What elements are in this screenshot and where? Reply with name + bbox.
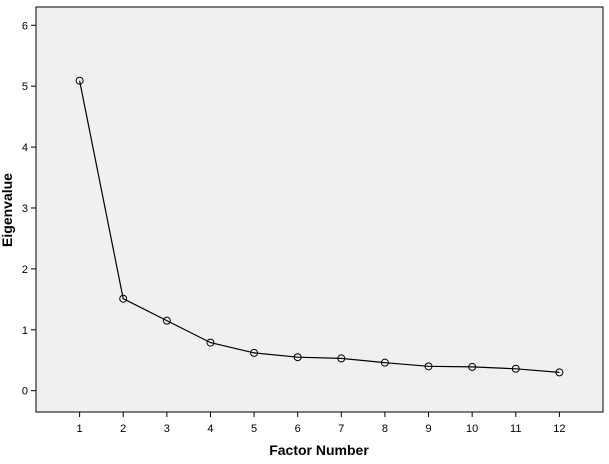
x-tick-label: 7 — [338, 423, 344, 435]
y-tick-label: 4 — [22, 142, 28, 154]
x-tick-label: 8 — [382, 423, 388, 435]
x-tick-label: 11 — [510, 423, 521, 435]
data-point-marker — [424, 362, 433, 371]
y-axis: 0 1 2 3 4 5 6 — [22, 20, 36, 398]
x-axis: 1 2 3 4 5 6 7 8 9 10 11 12 — [77, 412, 566, 435]
x-tick-label: 2 — [120, 423, 126, 435]
x-tick-label: 10 — [466, 423, 478, 435]
x-tick-label: 3 — [164, 423, 170, 435]
x-tick-label: 1 — [77, 423, 83, 435]
data-point-marker — [468, 362, 477, 371]
y-axis-title: Eigenvalue — [0, 173, 15, 247]
y-tick-label: 6 — [22, 20, 28, 32]
data-point-marker — [511, 364, 520, 373]
data-point-marker — [206, 338, 215, 347]
x-tick-label: 4 — [207, 423, 213, 435]
data-point-marker — [555, 368, 564, 377]
x-axis-title: Factor Number — [269, 442, 369, 458]
x-tick-label: 12 — [553, 423, 565, 435]
eigenvalue-line — [79, 80, 560, 373]
y-tick-label: 5 — [22, 81, 28, 93]
y-tick-label: 2 — [22, 264, 28, 276]
y-tick-label: 0 — [22, 386, 28, 398]
x-tick-label: 5 — [251, 423, 257, 435]
x-tick-label: 9 — [425, 423, 431, 435]
data-point-marker — [75, 76, 84, 85]
y-tick-label: 1 — [22, 325, 28, 337]
data-point-marker — [162, 316, 171, 325]
plot-area — [35, 6, 604, 413]
data-point-marker — [337, 354, 346, 363]
data-point-marker — [293, 353, 302, 362]
y-tick-label: 3 — [22, 203, 28, 215]
data-point-marker — [119, 294, 128, 303]
x-tick-label: 6 — [295, 423, 301, 435]
data-point-marker — [250, 348, 259, 357]
data-point-marker — [380, 358, 389, 367]
series-layer — [75, 76, 564, 377]
